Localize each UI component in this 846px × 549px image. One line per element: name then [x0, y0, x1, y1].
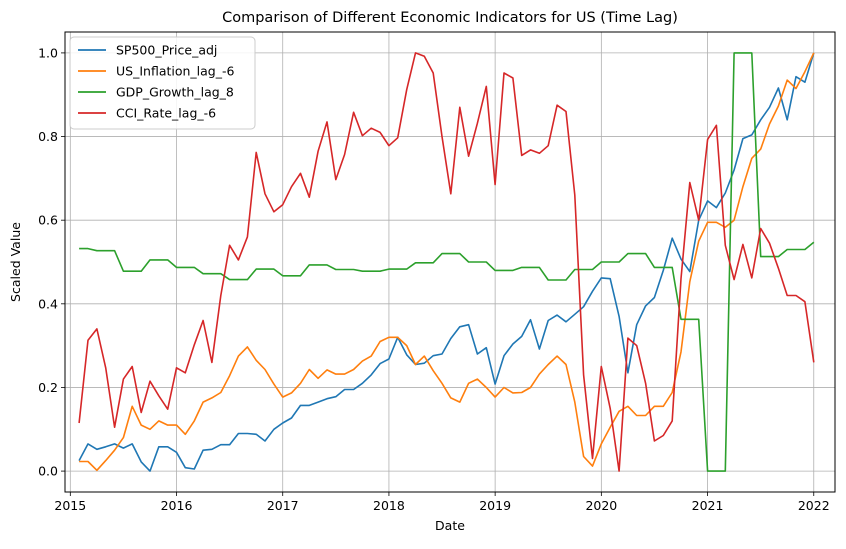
x-axis-label: Date: [435, 518, 465, 533]
y-tick-label: 0.2: [38, 380, 58, 395]
series-line-2: [79, 52, 815, 472]
x-tick-label: 2015: [54, 498, 86, 513]
series-line-1: [79, 52, 815, 472]
legend: SP500_Price_adj US_Inflation_lag_-6 GDP_Gr…: [69, 36, 256, 130]
y-tick-label: 0.4: [38, 296, 58, 311]
x-tick-label: 2021: [692, 498, 724, 513]
series-line-0: [78, 52, 815, 472]
x-tick-label: 2020: [585, 498, 617, 513]
legend-label: CCI_Rate_lag_-6: [116, 106, 216, 121]
legend-label: US_Inflation_lag_-6: [116, 64, 234, 79]
chart-title: Comparison of Different Economic Indicat…: [222, 10, 678, 26]
x-axis: 2015 2016 2017 2018 2019 2020 2021 2022: [54, 492, 830, 513]
x-tick-label: 2019: [479, 498, 511, 513]
plot-frame: [64, 31, 836, 493]
y-tick-label: 0.0: [38, 464, 58, 479]
legend-label: GDP_Growth_lag_8: [116, 85, 234, 100]
legend-label: SP500_Price_adj: [116, 43, 217, 58]
x-tick-label: 2017: [267, 498, 299, 513]
series-line-3: [78, 52, 815, 472]
y-axis: 0.0 0.2 0.4 0.6 0.8 1.0: [38, 45, 65, 479]
legend-box: [69, 36, 256, 130]
y-tick-label: 1.0: [38, 45, 58, 60]
y-tick-label: 0.8: [38, 129, 58, 144]
x-tick-label: 2016: [161, 498, 193, 513]
y-axis-label: Scaled Value: [8, 222, 23, 302]
x-tick-label: 2022: [798, 498, 830, 513]
series-lines: [78, 52, 815, 472]
x-tick-label: 2018: [373, 498, 405, 513]
y-tick-label: 0.6: [38, 213, 58, 228]
